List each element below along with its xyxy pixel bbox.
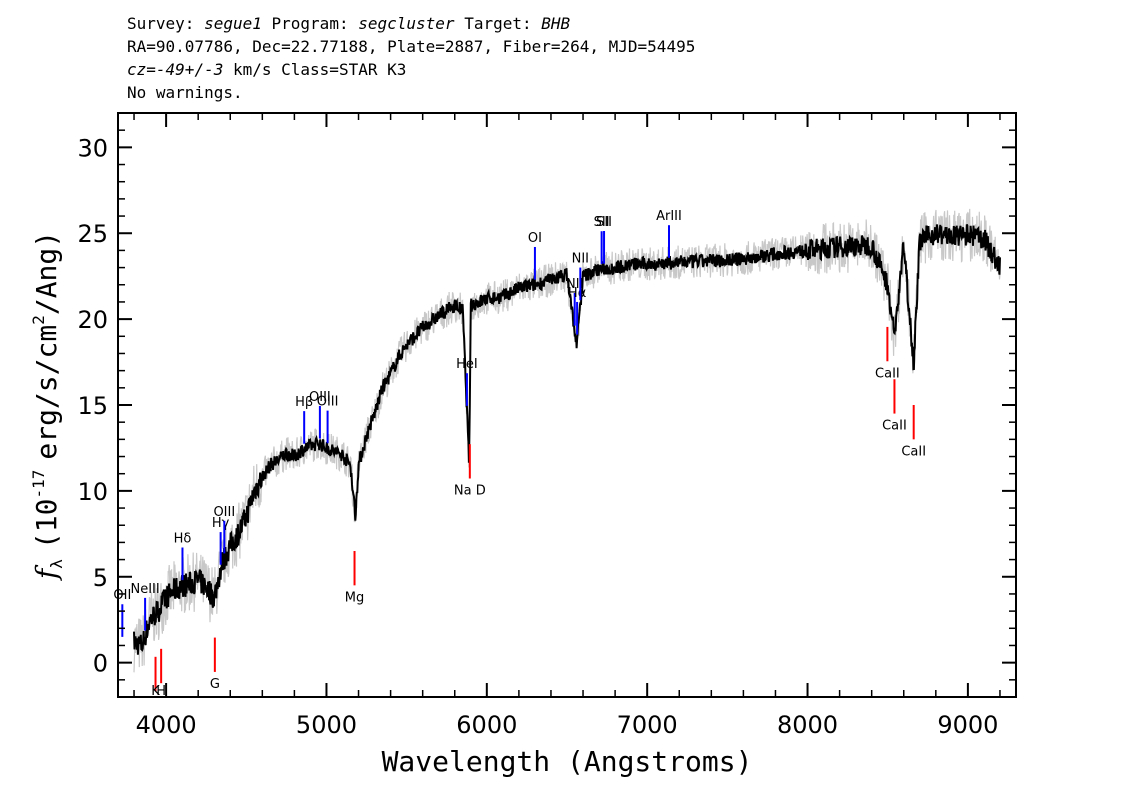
plot-content: OII NeIIIHδHγOIIIHβOIIIOIIIHeIOINIIHαNIIS… bbox=[113, 208, 1001, 699]
header-line-warnings: No warnings. bbox=[127, 83, 243, 102]
emission-line-label: Hβ bbox=[295, 395, 313, 410]
header-line-redshift: cz=-49+/-3 km/s Class=STAR K3 bbox=[127, 58, 695, 81]
cz-value: -49+/-3 bbox=[155, 60, 224, 79]
y-label-main: (10 bbox=[30, 499, 63, 550]
absorption-line-label: CaII bbox=[882, 419, 907, 434]
header-line-survey: Survey: segue1 Program: segcluster Targe… bbox=[127, 12, 695, 35]
spectrum-header: Survey: segue1 Program: segcluster Targe… bbox=[127, 12, 695, 104]
emission-line-label: ArIII bbox=[656, 209, 682, 224]
target-label: Target: bbox=[464, 14, 532, 33]
absorption-line-label: G bbox=[210, 677, 220, 692]
absorption-line-label: CaII bbox=[875, 366, 900, 381]
y-label-exp: -17 bbox=[29, 470, 48, 499]
absorption-line-label: H bbox=[156, 684, 166, 699]
emission-line-label: OI bbox=[528, 231, 542, 246]
absorption-line-label: Mg bbox=[345, 590, 364, 605]
absorption-line-label: CaII bbox=[901, 444, 926, 459]
y-tick-label: 20 bbox=[77, 306, 108, 334]
emission-line-label: NII bbox=[566, 277, 583, 292]
axes: 4000 5000 6000 7000 8000 9000 0 5 10 15 20 25 30 bbox=[77, 113, 1016, 739]
emission-line-label: Hα bbox=[568, 286, 586, 301]
x-tick-label: 9000 bbox=[937, 711, 998, 739]
emission-line-label: OIII bbox=[213, 505, 235, 520]
y-label-rest: erg/s/cm bbox=[30, 325, 63, 460]
emission-line-label: NeIII bbox=[130, 582, 159, 597]
cz-label: cz= bbox=[127, 60, 156, 79]
emission-line-label: NII bbox=[572, 252, 589, 267]
class-text: km/s Class=STAR K3 bbox=[223, 60, 407, 79]
x-tick-label: 5000 bbox=[296, 711, 357, 739]
emission-line-label: OIII bbox=[309, 390, 331, 405]
y-tick-label: 25 bbox=[77, 220, 108, 248]
x-tick-label: 8000 bbox=[777, 711, 838, 739]
plot-frame bbox=[117, 112, 1017, 698]
y-tick-label: 10 bbox=[77, 478, 108, 506]
flux-trace bbox=[133, 223, 1001, 655]
header-line-coordinates: RA=90.07786, Dec=22.77188, Plate=2887, F… bbox=[127, 37, 696, 56]
y-label-exp2: 2 bbox=[29, 315, 48, 325]
program-label: Program: bbox=[271, 14, 349, 33]
y-label-tail: /Ang) bbox=[30, 231, 63, 315]
y-tick-label: 15 bbox=[77, 392, 108, 420]
target-value: BHB bbox=[541, 14, 571, 33]
emission-line-label: Hδ bbox=[174, 531, 192, 546]
y-tick-label: 5 bbox=[93, 564, 108, 592]
emission-line-label: OII bbox=[113, 588, 131, 603]
x-tick-label: 6000 bbox=[456, 711, 517, 739]
program-value: segcluster bbox=[358, 14, 455, 33]
survey-value: segue1 bbox=[204, 14, 262, 33]
absorption-line-label: Na D bbox=[454, 484, 486, 499]
y-axis-label: fλ(10-17erg/s/cm2/Ang) bbox=[29, 231, 66, 581]
x-tick-label: 4000 bbox=[136, 711, 197, 739]
x-tick-label: 7000 bbox=[617, 711, 678, 739]
x-axis-label: Wavelength (Angstroms) bbox=[382, 745, 753, 778]
emission-line-label: HeI bbox=[456, 357, 478, 372]
y-tick-label: 30 bbox=[77, 134, 108, 162]
survey-label: Survey: bbox=[127, 14, 195, 33]
emission-line-label: SII bbox=[594, 215, 610, 230]
emission-line-label: SII bbox=[596, 215, 612, 230]
y-tick-label: 0 bbox=[93, 650, 108, 678]
y-label-sub: λ bbox=[47, 559, 66, 569]
absorption-line-label: K bbox=[151, 684, 160, 699]
emission-line-label: OIII bbox=[317, 395, 339, 410]
